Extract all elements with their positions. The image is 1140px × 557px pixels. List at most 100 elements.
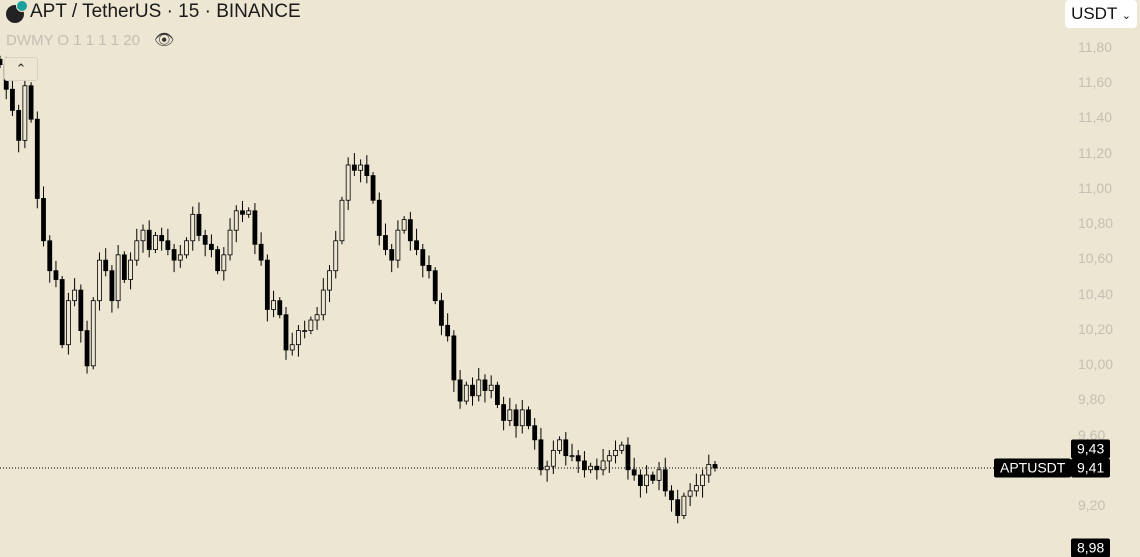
candle — [171, 243, 177, 273]
candle — [389, 243, 395, 273]
eye-off-icon[interactable]: 👁︎ — [153, 32, 175, 49]
y-tick-label: 11,80 — [1078, 39, 1112, 55]
candle — [28, 82, 34, 123]
candle — [302, 320, 308, 339]
apt-logo-icon — [6, 0, 28, 23]
y-tick-label: 9,80 — [1078, 391, 1106, 408]
candle — [240, 200, 245, 223]
candle — [712, 460, 718, 472]
candle — [10, 77, 15, 117]
candle — [134, 228, 140, 266]
indicator-values: DWMY O 1 1 1 1 20 — [6, 31, 140, 49]
candle — [606, 450, 612, 473]
candle — [53, 260, 59, 288]
indicator-legend[interactable]: DWMY O 1 1 1 1 20 👁︎ — [6, 30, 174, 50]
candle — [681, 492, 687, 520]
candle — [289, 332, 295, 356]
candle — [656, 462, 662, 491]
candle — [563, 432, 569, 466]
candle — [538, 427, 544, 476]
candle — [103, 248, 109, 277]
candle — [550, 440, 556, 474]
candle — [184, 237, 189, 259]
candle — [513, 404, 519, 438]
candle — [208, 234, 214, 258]
candle — [439, 292, 444, 336]
candle — [625, 437, 631, 480]
candle — [190, 206, 196, 251]
candle — [675, 489, 681, 524]
candle — [320, 278, 326, 321]
collapse-legend-button[interactable]: ⌃ — [4, 57, 38, 81]
candle — [470, 377, 475, 406]
candle — [0, 55, 3, 69]
currency-label: USDT — [1071, 4, 1118, 23]
candle — [358, 159, 364, 183]
candle — [177, 244, 183, 268]
candle — [526, 406, 531, 430]
candle — [426, 255, 432, 279]
y-tick-label: 10,20 — [1078, 320, 1114, 337]
candle — [97, 252, 102, 311]
chart-title: APT / TetherUS · 15 · BINANCE — [30, 1, 301, 22]
candle — [451, 330, 457, 392]
candle — [395, 220, 401, 268]
candle — [308, 316, 314, 335]
symbol-legend[interactable]: APT / TetherUS · 15 · BINANCE — [6, 0, 301, 23]
candle — [414, 228, 419, 256]
candle — [476, 367, 482, 402]
candle — [600, 448, 606, 476]
candle — [488, 375, 494, 399]
candle — [706, 454, 712, 483]
candle — [588, 462, 594, 474]
candle — [507, 397, 513, 427]
y-tick-label: 10,40 — [1078, 285, 1114, 302]
candle — [383, 223, 388, 256]
candle — [650, 471, 656, 484]
candle — [662, 457, 668, 497]
candle — [333, 230, 339, 279]
candle — [519, 400, 525, 434]
candle — [47, 235, 53, 283]
candle — [271, 290, 276, 318]
currency-selector[interactable]: USDT ⌄ — [1065, 0, 1137, 28]
candle — [165, 228, 171, 256]
y-tick-label: 10,60 — [1078, 250, 1114, 267]
candle — [121, 251, 127, 284]
candle — [494, 381, 500, 409]
chevron-up-icon: ⌃ — [15, 61, 27, 76]
candle — [345, 157, 351, 211]
y-tick-label: 11,40 — [1078, 109, 1112, 126]
candle — [153, 231, 158, 254]
candle — [277, 297, 283, 319]
candle — [146, 220, 152, 258]
candle — [196, 202, 202, 242]
candle — [327, 265, 332, 303]
candle — [258, 232, 264, 266]
candle — [246, 207, 252, 218]
candle — [532, 417, 538, 450]
candle — [594, 458, 600, 480]
candle — [569, 443, 575, 462]
candle — [283, 306, 289, 360]
candle — [687, 483, 693, 507]
candle — [90, 297, 96, 370]
candle — [351, 153, 357, 176]
candle — [78, 284, 84, 343]
y-tick-label: 11,20 — [1078, 144, 1112, 161]
candle — [364, 155, 370, 184]
candlestick-chart[interactable] — [0, 0, 1140, 545]
candle — [644, 465, 650, 494]
y-tick-label: 10,80 — [1078, 215, 1114, 232]
candle — [65, 292, 71, 355]
candle — [619, 441, 625, 454]
candle — [227, 218, 233, 261]
candle — [140, 224, 146, 253]
candle — [693, 473, 699, 497]
high-price-label: 9,43 — [1071, 439, 1111, 459]
candle — [109, 265, 115, 313]
y-tick-label: 9,60 — [1078, 426, 1106, 443]
candle — [482, 374, 488, 403]
candle — [370, 172, 376, 204]
last-price-label: 9,41 — [1071, 458, 1111, 478]
